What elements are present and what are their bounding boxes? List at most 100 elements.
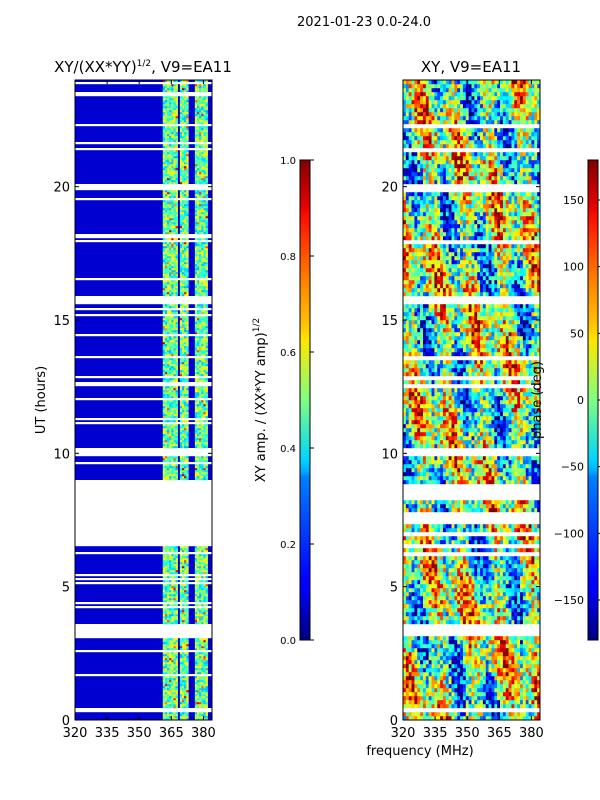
- heatmap-cell: [411, 692, 415, 697]
- heatmap-cell: [186, 220, 189, 223]
- heatmap-cell: [201, 468, 204, 471]
- heatmap-cell: [182, 324, 185, 327]
- heatmap-cell: [465, 700, 469, 705]
- heatmap-cell: [414, 712, 418, 717]
- heatmap-cell: [480, 696, 484, 701]
- heatmap-cell: [179, 670, 183, 673]
- heatmap-cell: [197, 196, 200, 199]
- heatmap-cell: [175, 170, 178, 173]
- heatmap-cell: [167, 718, 170, 720]
- heatmap-cell: [175, 396, 178, 399]
- heatmap-cell: [173, 698, 176, 701]
- heatmap-cell: [179, 468, 183, 471]
- heatmap-cell: [184, 276, 187, 279]
- heatmap-cell: [203, 116, 206, 119]
- heatmap-cell: [511, 648, 515, 653]
- heatmap-cell: [179, 152, 183, 155]
- heatmap-cell: [171, 84, 174, 87]
- heatmap-cell: [179, 108, 183, 111]
- heatmap-cell: [199, 690, 202, 693]
- heatmap-cell: [428, 672, 432, 677]
- heatmap-cell: [203, 618, 206, 621]
- heatmap-cell: [186, 648, 189, 651]
- heatmap-cell: [194, 110, 198, 113]
- heatmap-cell: [167, 128, 170, 131]
- heatmap-cell: [167, 478, 170, 481]
- heatmap-cell: [167, 378, 170, 381]
- flagged-row: [75, 482, 212, 485]
- heatmap-cell: [451, 676, 455, 681]
- heatmap-cell: [411, 644, 415, 649]
- heatmap-cell: [199, 400, 202, 403]
- heatmap-cell: [164, 546, 168, 549]
- heatmap-cell: [182, 684, 185, 687]
- heatmap-cell: [205, 128, 208, 131]
- heatmap-cell: [171, 702, 174, 705]
- heatmap-cell: [203, 662, 206, 665]
- heatmap-cell: [164, 646, 168, 649]
- heatmap-cell: [502, 688, 506, 693]
- heatmap-cell: [182, 618, 185, 621]
- heatmap-cell: [162, 312, 166, 315]
- heatmap-cell: [169, 438, 172, 441]
- heatmap-cell: [203, 696, 206, 699]
- heatmap-cell: [186, 176, 189, 179]
- heatmap-cell: [194, 666, 198, 669]
- heatmap-cell: [205, 214, 208, 217]
- heatmap-cell: [179, 304, 183, 307]
- heatmap-cell: [167, 430, 170, 433]
- heatmap-cell: [184, 304, 187, 307]
- heatmap-cell: [445, 672, 449, 677]
- heatmap-cell: [414, 672, 418, 677]
- heatmap-cell: [169, 672, 172, 675]
- heatmap-cell: [175, 704, 178, 707]
- heatmap-cell: [197, 436, 200, 439]
- heatmap-cell: [167, 200, 170, 203]
- heatmap-cell: [173, 310, 176, 313]
- heatmap-cell: [205, 212, 208, 215]
- heatmap-cell: [203, 346, 206, 349]
- heatmap-cell: [205, 192, 208, 195]
- heatmap-cell: [482, 676, 486, 681]
- heatmap-cell: [171, 178, 174, 181]
- heatmap-cell: [448, 652, 452, 657]
- heatmap-cell: [164, 224, 168, 227]
- heatmap-cell: [201, 232, 204, 235]
- heatmap-cell: [173, 114, 176, 117]
- heatmap-cell: [497, 684, 501, 689]
- heatmap-cell: [203, 110, 206, 113]
- heatmap-cell: [199, 364, 202, 367]
- heatmap-cell: [184, 556, 187, 559]
- heatmap-cell: [169, 154, 172, 157]
- heatmap-cell: [173, 338, 176, 341]
- heatmap-cell: [203, 352, 206, 355]
- heatmap-cell: [184, 446, 187, 449]
- heatmap-cell: [162, 208, 166, 211]
- heatmap-cell: [171, 596, 174, 599]
- heatmap-cell: [179, 558, 183, 561]
- heatmap-cell: [494, 672, 498, 677]
- heatmap-cell: [417, 644, 421, 649]
- heatmap-cell: [494, 696, 498, 701]
- heatmap-cell: [482, 704, 486, 709]
- heatmap-cell: [197, 434, 200, 437]
- heatmap-cell: [179, 580, 183, 583]
- heatmap-cell: [164, 700, 168, 703]
- heatmap-cell: [420, 712, 424, 717]
- heatmap-cell: [201, 646, 204, 649]
- heatmap-cell: [203, 216, 206, 219]
- heatmap-cell: [169, 272, 172, 275]
- heatmap-cell: [199, 242, 202, 245]
- heatmap-cell: [203, 268, 206, 271]
- heatmap-cell: [173, 100, 176, 103]
- heatmap-cell: [179, 232, 183, 235]
- heatmap-cell: [194, 464, 198, 467]
- heatmap-cell: [194, 390, 198, 393]
- heatmap-cell: [175, 570, 178, 573]
- heatmap-cell: [199, 270, 202, 273]
- heatmap-cell: [442, 668, 447, 673]
- heatmap-cell: [454, 672, 458, 677]
- heatmap-cell: [167, 306, 170, 309]
- heatmap-cell: [169, 170, 172, 173]
- heatmap-cell: [514, 712, 518, 717]
